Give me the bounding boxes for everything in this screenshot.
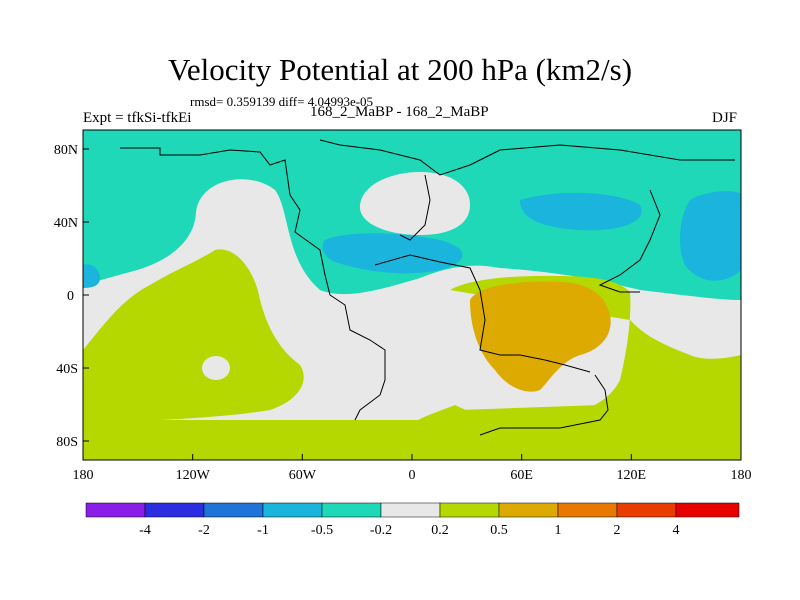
colorbar-label: 4 — [673, 523, 680, 538]
field-green-south-mid — [83, 400, 741, 460]
field-orange — [470, 281, 611, 392]
colorbar-label: -4 — [139, 523, 151, 538]
coast-europe-asia — [319, 139, 735, 176]
colorbar-label: -1 — [257, 523, 269, 538]
field-blue-asia — [520, 192, 642, 231]
field-white-island — [202, 356, 230, 380]
coast-australia — [479, 374, 609, 436]
field-blue-left — [83, 264, 100, 288]
coast-north-america — [120, 147, 331, 296]
colorbar-box — [380, 502, 441, 518]
colorbar-label: 2 — [614, 523, 621, 538]
colorbar-label: -0.5 — [311, 523, 333, 538]
lat-tick-label: 40N — [54, 216, 78, 231]
season-label: DJF — [712, 110, 738, 126]
colorbar-box — [321, 502, 382, 518]
stats-line: rmsd= 0.359139 diff= 4.04993e-05 — [190, 94, 374, 109]
coastlines — [120, 139, 735, 436]
colorbar-box — [144, 502, 205, 518]
map-title: Velocity Potential at 200 hPa (km2/s) — [167, 52, 633, 87]
contour-field — [83, 130, 741, 460]
colorbar-label: 0.2 — [431, 523, 449, 538]
colorbar-label: 1 — [555, 523, 562, 538]
lon-tick-label: 60E — [510, 468, 533, 483]
lon-tick-label: 120E — [617, 468, 647, 483]
colorbar-box — [675, 502, 740, 518]
colorbar-label: -2 — [198, 523, 210, 538]
coast-asia-east — [598, 189, 661, 293]
center-label: 168_2_MaBP - 168_2_MaBP — [310, 104, 489, 120]
coast-south-america — [329, 294, 386, 421]
lat-tick-label: 80S — [56, 435, 78, 450]
lat-tick-label: 0 — [67, 289, 74, 304]
lon-tick-label: 120W — [176, 468, 211, 483]
lon-tick-label: 60W — [289, 468, 317, 483]
colorbar-label: -0.2 — [370, 523, 392, 538]
lon-tick-label: 180 — [731, 468, 752, 483]
colorbar-box — [557, 502, 618, 518]
colorbar-box — [439, 502, 500, 518]
latitude-axis: 80N 40N 0 40S 80S — [54, 143, 89, 450]
colorbar-box — [262, 502, 323, 518]
colorbar-box — [498, 502, 559, 518]
colorbar: -4 -2 -1 -0.5 -0.2 0.2 0.5 1 2 4 — [85, 502, 740, 538]
lat-tick-label: 40S — [56, 362, 78, 377]
lon-tick-label: 180 — [73, 468, 94, 483]
colorbar-box — [203, 502, 264, 518]
field-blue-pacific — [679, 191, 741, 281]
experiment-label: Expt = tfkSi-tfkEi — [83, 110, 192, 126]
longitude-axis: 180 120W 60W 0 60E 120E 180 — [73, 454, 752, 483]
lon-tick-label: 0 — [409, 468, 416, 483]
field-white-blob — [359, 172, 470, 235]
colorbar-box — [616, 502, 677, 518]
field-blue-mid — [322, 233, 463, 274]
colorbar-box — [85, 502, 146, 518]
colorbar-label: 0.5 — [490, 523, 508, 538]
coast-greenland — [399, 174, 431, 241]
field-green-west — [83, 249, 304, 430]
lat-tick-label: 80N — [54, 143, 78, 158]
coast-africa — [374, 254, 591, 373]
